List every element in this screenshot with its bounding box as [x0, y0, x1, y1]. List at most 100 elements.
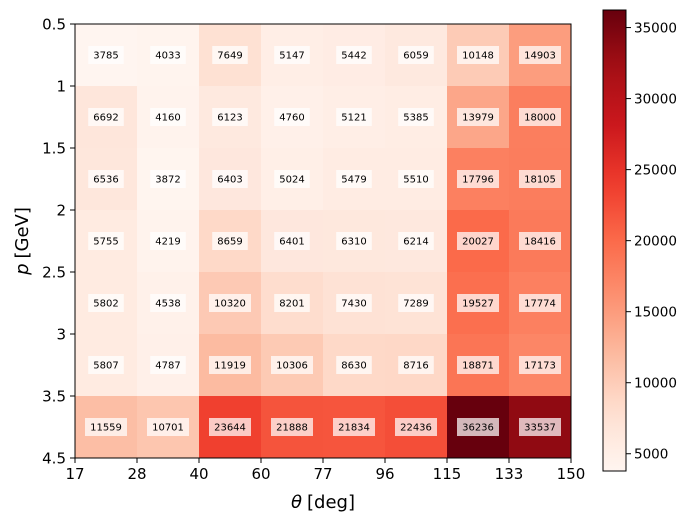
y-axis-label: p [GeV] [12, 207, 33, 276]
cell-label-box [150, 170, 186, 188]
cell-label-box [88, 170, 124, 188]
cell-label-box [336, 170, 372, 188]
cell-value-label: 6692 [93, 113, 118, 124]
cell-value-label: 5479 [341, 175, 366, 186]
cell-label-box [150, 294, 186, 312]
colorbar-tick-label: 25000 [634, 163, 677, 179]
cell-value-label: 17796 [462, 175, 494, 186]
cell-value-label: 13979 [462, 113, 494, 124]
cell-value-label: 5802 [93, 299, 118, 310]
cell-value-label: 6536 [93, 175, 118, 186]
cell-value-label: 14903 [524, 51, 556, 62]
cell-label-box [519, 170, 561, 188]
cell-value-label: 10148 [462, 51, 494, 62]
cell-value-label: 17173 [524, 361, 556, 372]
cell-label-box [209, 294, 251, 312]
y-tick-label: 2 [56, 202, 66, 220]
x-axis-label-symbol: θ [291, 492, 302, 513]
cell-label-box [212, 170, 248, 188]
cell-label-box [212, 232, 248, 250]
cell-value-label: 19527 [462, 299, 494, 310]
cell-value-label: 7649 [217, 51, 242, 62]
cell-label-box [88, 46, 124, 64]
cell-value-label: 21888 [276, 423, 308, 434]
y-axis: 0.5 1 1.5 2 2.5 3 3.5 4.5 [42, 16, 75, 468]
colorbar-tick-label: 30000 [634, 92, 677, 108]
cell-value-label: 4219 [155, 237, 180, 248]
cell-value-label: 6123 [217, 113, 242, 124]
cell-label-box [336, 356, 372, 374]
cell-label-box [398, 356, 434, 374]
cell-label-box [85, 418, 127, 436]
cell-value-label: 7289 [403, 299, 428, 310]
heatmap-cell-labels: 3785 4033 7649 5147 5442 6059 10148 14903 6692 41… [85, 46, 561, 436]
cell-value-label: 4033 [155, 51, 180, 62]
cell-label-box [457, 294, 499, 312]
cell-value-label: 5385 [403, 113, 428, 124]
cell-value-label: 6401 [279, 237, 304, 248]
cell-value-label: 18871 [462, 361, 494, 372]
cell-label-box [88, 232, 124, 250]
y-tick-label: 0.5 [42, 16, 66, 34]
colorbar-tick-label: 20000 [634, 234, 677, 250]
y-tick-label: 1.5 [42, 140, 66, 158]
cell-label-box [150, 356, 186, 374]
x-tick-label: 17 [65, 465, 84, 483]
cell-value-label: 8201 [279, 299, 304, 310]
cell-label-box [274, 108, 310, 126]
y-axis-label-symbol: p [12, 263, 33, 275]
cell-label-box [457, 170, 499, 188]
cell-value-label: 4760 [279, 113, 304, 124]
cell-value-label: 6403 [217, 175, 242, 186]
cell-value-label: 5442 [341, 51, 366, 62]
cell-value-label: 17774 [524, 299, 556, 310]
cell-value-label: 4538 [155, 299, 180, 310]
cell-label-box [519, 108, 561, 126]
cell-value-label: 11919 [214, 361, 246, 372]
cell-label-box [457, 356, 499, 374]
cell-label-box [274, 294, 310, 312]
x-axis-label: θ [deg] [291, 492, 355, 513]
x-axis-label-unit: [deg] [307, 492, 355, 513]
cell-label-box [519, 294, 561, 312]
cell-value-label: 8659 [217, 237, 242, 248]
colorbar-tick-label: 5000 [634, 447, 668, 463]
cell-label-box [212, 46, 248, 64]
cell-value-label: 5510 [403, 175, 428, 186]
cell-label-box [398, 46, 434, 64]
x-tick-label: 150 [557, 465, 586, 483]
cell-value-label: 4160 [155, 113, 180, 124]
cell-label-box [519, 232, 561, 250]
cell-value-label: 22436 [400, 423, 432, 434]
cell-value-label: 36236 [462, 423, 494, 434]
cell-label-box [336, 294, 372, 312]
cell-value-label: 5807 [93, 361, 118, 372]
cell-value-label: 7430 [341, 299, 366, 310]
cell-value-label: 6310 [341, 237, 366, 248]
x-tick-label: 60 [251, 465, 270, 483]
x-tick-label: 40 [189, 465, 208, 483]
cell-value-label: 33537 [524, 423, 556, 434]
cell-label-box [398, 108, 434, 126]
cell-label-box [336, 232, 372, 250]
cell-value-label: 4787 [155, 361, 180, 372]
cell-value-label: 11559 [90, 423, 122, 434]
cell-label-box [88, 356, 124, 374]
cell-label-box [519, 418, 561, 436]
cell-value-label: 20027 [462, 237, 494, 248]
cell-value-label: 10701 [152, 423, 184, 434]
cell-value-label: 6059 [403, 51, 428, 62]
cell-label-box [398, 170, 434, 188]
cell-label-box [398, 294, 434, 312]
colorbar-tick-label: 15000 [634, 305, 677, 321]
cell-value-label: 5121 [341, 113, 366, 124]
colorbar-tick-label: 35000 [634, 21, 677, 37]
cell-label-box [333, 418, 375, 436]
cell-label-box [274, 232, 310, 250]
cell-value-label: 3872 [155, 175, 180, 186]
y-axis-label-unit: [GeV] [12, 207, 33, 258]
cell-label-box [336, 46, 372, 64]
cell-label-box [209, 356, 251, 374]
cell-value-label: 8630 [341, 361, 366, 372]
cell-label-box [457, 418, 499, 436]
